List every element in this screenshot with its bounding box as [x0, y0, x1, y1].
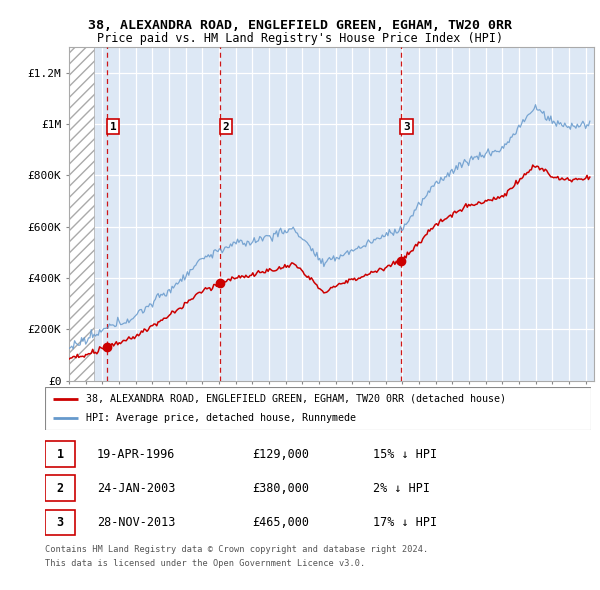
Text: 38, ALEXANDRA ROAD, ENGLEFIELD GREEN, EGHAM, TW20 0RR: 38, ALEXANDRA ROAD, ENGLEFIELD GREEN, EG… — [88, 19, 512, 32]
Text: 2% ↓ HPI: 2% ↓ HPI — [373, 482, 430, 495]
FancyBboxPatch shape — [45, 387, 591, 430]
Text: 3: 3 — [56, 516, 64, 529]
Text: 24-JAN-2003: 24-JAN-2003 — [97, 482, 175, 495]
FancyBboxPatch shape — [45, 476, 75, 502]
Text: 17% ↓ HPI: 17% ↓ HPI — [373, 516, 437, 529]
Text: £129,000: £129,000 — [253, 448, 310, 461]
Text: 38, ALEXANDRA ROAD, ENGLEFIELD GREEN, EGHAM, TW20 0RR (detached house): 38, ALEXANDRA ROAD, ENGLEFIELD GREEN, EG… — [86, 394, 506, 404]
Text: 2: 2 — [56, 482, 64, 495]
Text: £380,000: £380,000 — [253, 482, 310, 495]
Text: 3: 3 — [403, 122, 410, 132]
Bar — [69, 47, 94, 381]
Text: This data is licensed under the Open Government Licence v3.0.: This data is licensed under the Open Gov… — [45, 559, 365, 568]
Text: 15% ↓ HPI: 15% ↓ HPI — [373, 448, 437, 461]
Text: Price paid vs. HM Land Registry's House Price Index (HPI): Price paid vs. HM Land Registry's House … — [97, 32, 503, 45]
Text: 1: 1 — [56, 448, 64, 461]
Text: Contains HM Land Registry data © Crown copyright and database right 2024.: Contains HM Land Registry data © Crown c… — [45, 545, 428, 553]
FancyBboxPatch shape — [45, 441, 75, 467]
Text: 2: 2 — [223, 122, 229, 132]
Text: 1: 1 — [110, 122, 116, 132]
Text: 28-NOV-2013: 28-NOV-2013 — [97, 516, 175, 529]
FancyBboxPatch shape — [45, 510, 75, 535]
Text: 19-APR-1996: 19-APR-1996 — [97, 448, 175, 461]
Text: £465,000: £465,000 — [253, 516, 310, 529]
Text: HPI: Average price, detached house, Runnymede: HPI: Average price, detached house, Runn… — [86, 413, 356, 423]
